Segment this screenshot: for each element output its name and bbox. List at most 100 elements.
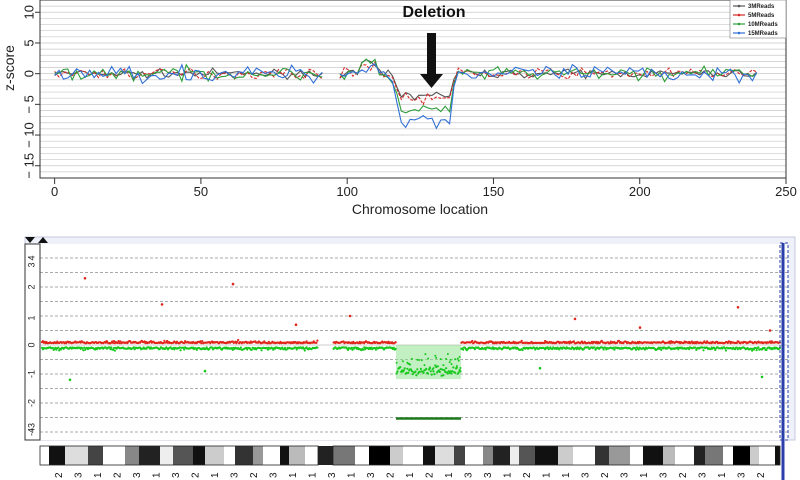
- legend-label: 15MReads: [748, 31, 778, 37]
- chromosome-band: [305, 446, 318, 465]
- band-label: 1: [405, 472, 416, 478]
- top-y-tick-label: 0: [21, 70, 36, 77]
- loss-point: [439, 358, 442, 361]
- legend-marker: [737, 22, 741, 26]
- band-label: 3: [659, 472, 670, 478]
- loss-point: [407, 371, 410, 374]
- loss-point: [429, 370, 432, 373]
- loss-point: [246, 348, 249, 351]
- chromosome-band: [369, 446, 390, 465]
- loss-outlier-point: [760, 375, 764, 379]
- gain-point: [342, 340, 345, 343]
- loss-point: [444, 370, 447, 373]
- chromosome-band: [253, 446, 263, 465]
- top-x-tick-label: 50: [194, 184, 208, 199]
- gain-point: [116, 341, 119, 344]
- loss-point: [110, 346, 113, 349]
- loss-point: [294, 346, 297, 349]
- chromosome-band: [723, 446, 733, 465]
- band-label: 1: [308, 472, 319, 478]
- left-marker-icon: [25, 237, 35, 243]
- loss-point: [211, 346, 214, 349]
- loss-point: [427, 372, 430, 375]
- loss-point: [602, 348, 605, 351]
- loss-point: [454, 371, 457, 374]
- loss-point: [455, 366, 458, 369]
- gain-point: [668, 340, 671, 343]
- loss-point: [295, 348, 298, 351]
- legend-marker: [737, 4, 741, 8]
- loss-point: [245, 346, 248, 349]
- loss-point: [409, 368, 413, 371]
- gain-point: [199, 340, 202, 343]
- loss-point: [108, 346, 111, 349]
- legend-label: 10MReads: [748, 22, 778, 28]
- loss-point: [442, 364, 445, 367]
- band-label: 2: [386, 472, 397, 478]
- chromosome-q-arm-outline: [332, 445, 781, 466]
- chromosome-band: [390, 446, 403, 465]
- gain-point: [162, 341, 165, 345]
- loss-point: [410, 370, 413, 373]
- loss-outlier-point: [68, 378, 72, 382]
- gain-point: [129, 340, 132, 343]
- bottom-y-tick-label: 1: [26, 315, 36, 320]
- loss-point: [272, 348, 275, 351]
- gain-outlier-point: [83, 277, 87, 280]
- deletion-annotation-label: Deletion: [402, 4, 465, 21]
- band-label: 3: [230, 472, 241, 478]
- top-y-tick-label: − 10: [21, 122, 36, 148]
- gain-point: [117, 340, 120, 343]
- top-x-ticks: 0 50 100 150 200 250: [51, 178, 797, 199]
- band-label: 2: [678, 472, 689, 478]
- chromosome-band: [705, 446, 723, 465]
- loss-point: [613, 348, 616, 351]
- loss-point: [659, 346, 662, 349]
- chromosome-band: [65, 446, 88, 465]
- top-y-axis-label: z-score: [1, 45, 17, 91]
- loss-point: [458, 355, 461, 358]
- loss-point: [373, 346, 377, 350]
- chromosome-band: [694, 446, 705, 465]
- loss-point: [442, 374, 445, 377]
- chromosome-band: [224, 446, 235, 465]
- chromosome-band: [40, 446, 49, 465]
- band-label: 1: [93, 472, 104, 478]
- gain-point: [143, 340, 146, 343]
- gain-point: [41, 340, 45, 343]
- gain-point: [104, 341, 107, 344]
- loss-point: [450, 372, 453, 375]
- chromosome-band: [595, 446, 609, 465]
- bottom-y-axis-strip: [24, 243, 41, 441]
- loss-point: [455, 365, 458, 367]
- loss-point: [593, 346, 596, 349]
- band-label: 1: [639, 472, 650, 478]
- loss-point: [346, 348, 350, 351]
- loss-point: [457, 371, 460, 374]
- loss-point: [724, 349, 728, 352]
- chromosome-band: [750, 446, 759, 465]
- loss-point: [363, 346, 366, 349]
- top-x-tick-label: 0: [51, 184, 58, 199]
- gain-point: [572, 340, 576, 343]
- loss-point: [757, 346, 760, 349]
- band-label: 2: [756, 472, 767, 478]
- loss-point: [533, 346, 536, 349]
- loss-point: [454, 358, 457, 361]
- loss-point: [660, 348, 663, 351]
- loss-point: [416, 358, 419, 361]
- loss-point: [449, 370, 452, 373]
- loss-point: [433, 373, 436, 376]
- loss-point: [374, 348, 377, 351]
- legend-box: [729, 0, 787, 39]
- band-label: 1: [542, 472, 553, 478]
- gain-point: [316, 339, 319, 342]
- top-y-ticks: − 15 − 10 − 5 0 5 10: [21, 5, 40, 179]
- loss-point: [443, 369, 446, 372]
- loss-point: [83, 346, 86, 349]
- loss-point: [427, 357, 430, 360]
- gain-outlier-point: [573, 317, 577, 321]
- top-x-tick-label: 200: [629, 184, 651, 199]
- selection-box[interactable]: [779, 242, 789, 441]
